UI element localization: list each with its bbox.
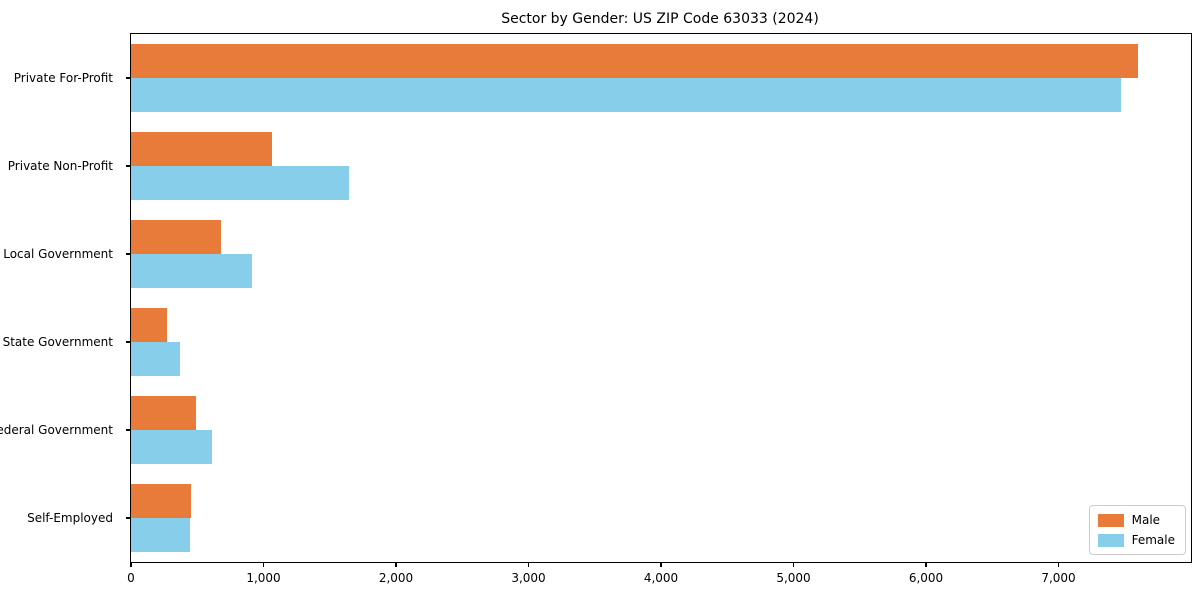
category-label-federal-government: Federal Government [0, 423, 113, 437]
chart-title: Sector by Gender: US ZIP Code 63033 (202… [501, 11, 819, 27]
y-tick-mark [126, 517, 130, 519]
legend: Male Female [1088, 505, 1186, 555]
bar-female-federal-government [131, 430, 212, 464]
bar-male-self-employed [131, 484, 192, 518]
bar-female-local-government [131, 254, 252, 288]
x-tick-mark [1057, 563, 1060, 567]
x-tick-label: 0 [127, 571, 135, 585]
bar-male-local-government [131, 220, 222, 254]
bar-male-federal-government [131, 396, 196, 430]
category-label-self-employed: Self-Employed [27, 511, 113, 525]
y-tick-mark [126, 341, 130, 343]
x-tick-label: 7,000 [1041, 571, 1076, 585]
x-tick-mark [262, 563, 265, 567]
y-tick-mark [126, 253, 130, 255]
x-tick-label: 5,000 [776, 571, 811, 585]
x-tick-label: 2,000 [378, 571, 414, 585]
x-tick-mark [792, 563, 795, 567]
y-tick-mark [126, 429, 130, 431]
legend-label-female: Female [1131, 533, 1175, 547]
x-tick-label: 6,000 [908, 571, 944, 585]
y-tick-mark [126, 165, 130, 167]
legend-item-male: Male [1097, 513, 1175, 527]
bar-male-private-for-profit [131, 44, 1138, 78]
x-tick-mark [925, 563, 927, 567]
male-swatch-icon [1097, 513, 1124, 527]
bar-male-private-non-profit [131, 132, 273, 166]
x-tick-mark [527, 563, 530, 567]
plot-area: Private For-Profit Private Non-Profit Loca… [0, 33, 1192, 585]
bar-female-self-employed [131, 518, 190, 552]
category-label-private-for-profit: Private For-Profit [13, 71, 113, 85]
category-label-private-non-profit: Private Non-Profit [7, 159, 113, 173]
female-swatch-icon [1097, 533, 1124, 547]
x-tick-mark [395, 563, 397, 567]
category-label-state-government: State Government [2, 335, 113, 349]
x-tick-label: 1,000 [246, 571, 281, 585]
legend-item-female: Female [1097, 533, 1175, 547]
legend-label-male: Male [1131, 513, 1161, 527]
bar-female-private-non-profit [131, 166, 349, 200]
x-tick-mark [130, 563, 132, 567]
bar-female-state-government [131, 342, 181, 376]
category-label-local-government: Local Government [3, 247, 113, 261]
y-tick-mark [126, 77, 130, 79]
x-tick-label: 4,000 [643, 571, 679, 585]
x-tick-mark [660, 563, 662, 567]
x-tick-label: 3,000 [511, 571, 546, 585]
bar-male-state-government [131, 308, 167, 342]
bar-female-private-for-profit [131, 78, 1121, 112]
